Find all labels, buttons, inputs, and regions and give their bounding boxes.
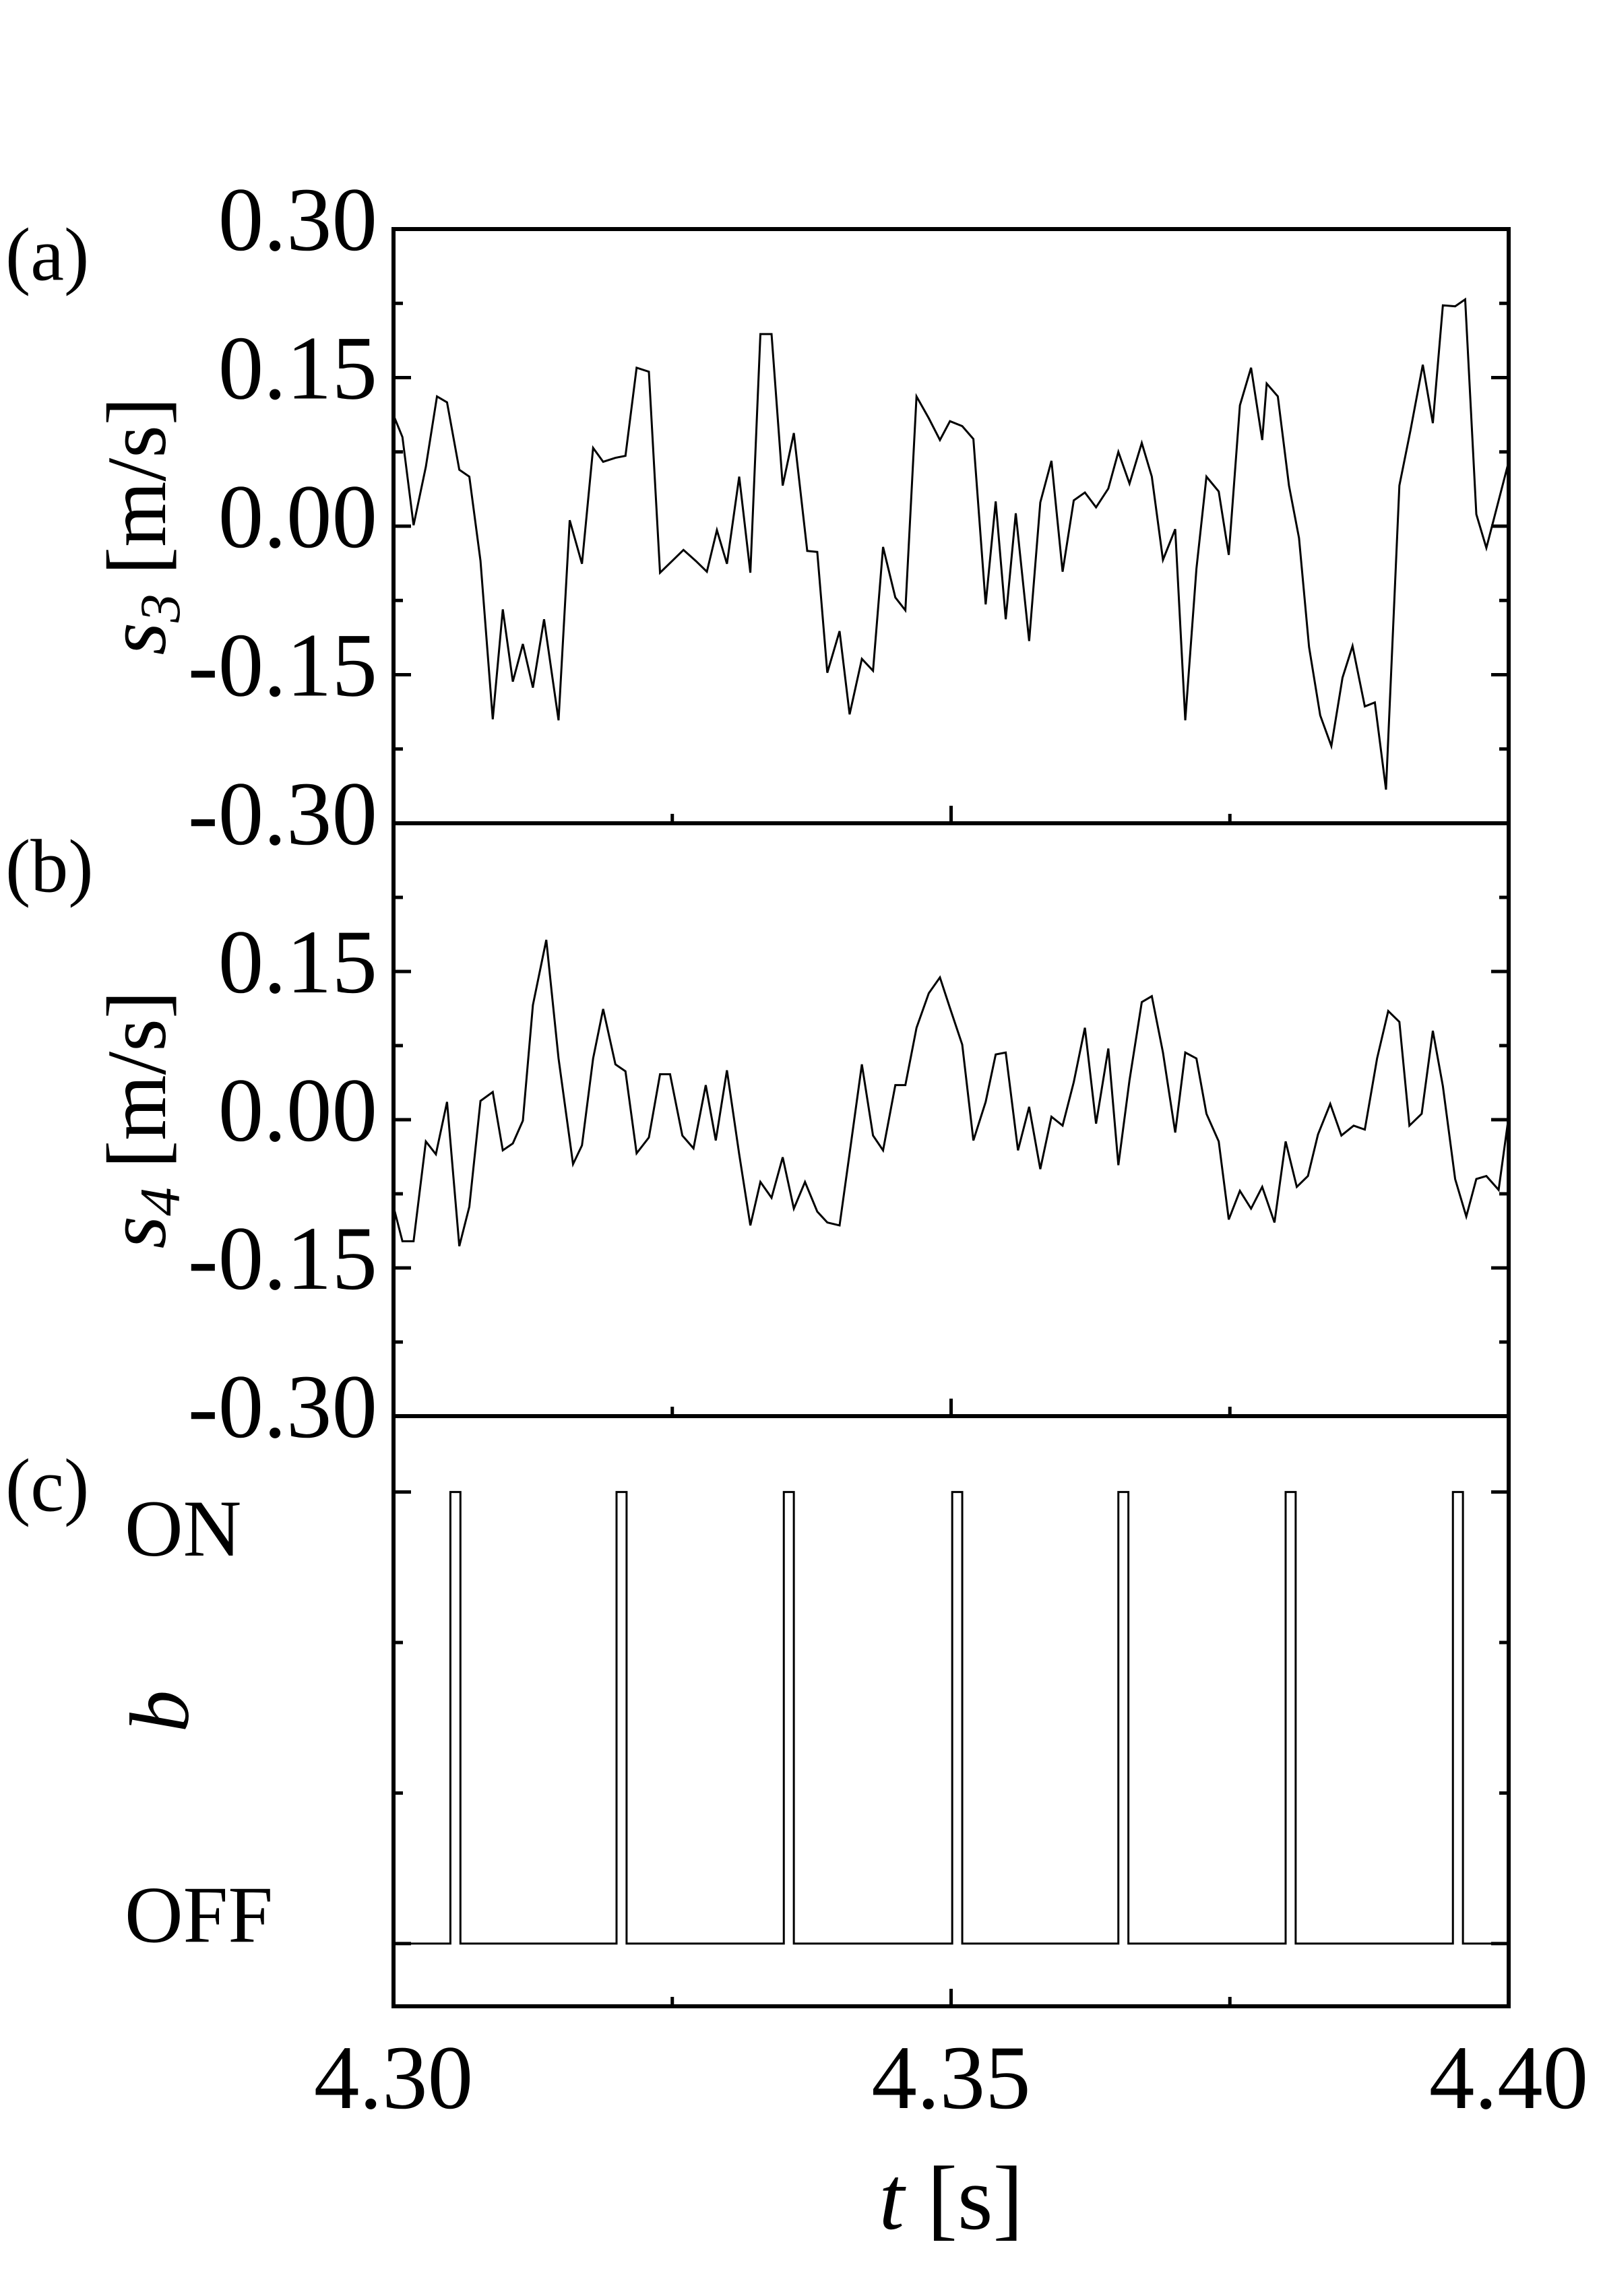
y-axis-label: s3 [m/s] [91, 397, 192, 655]
x-axis-label: t [s] [879, 2148, 1024, 2249]
y-axis-label: b [114, 1690, 207, 1733]
y-label-symbol: s [91, 623, 184, 656]
y-label-symbol: b [114, 1690, 207, 1733]
panel-label: (a) [5, 214, 89, 297]
y-tick-label: 0.15 [218, 318, 377, 418]
y-tick-label: ON [125, 1484, 241, 1573]
y-label-subscript: 3 [129, 594, 192, 623]
plot-frame [391, 1414, 1511, 2008]
y-tick-label: -0.15 [188, 615, 377, 715]
panel-label: (c) [5, 1444, 89, 1528]
y-label-unit: [m/s] [91, 397, 184, 575]
y-tick-label: -0.30 [188, 764, 377, 864]
x-tick-label: 4.35 [871, 2028, 1030, 2128]
x-label-symbol: t [879, 2148, 907, 2249]
data-line [394, 1491, 1509, 1945]
y-tick-label: 0.00 [218, 1060, 377, 1161]
y-label-symbol: s [91, 1216, 184, 1249]
y-tick-label: 0.30 [218, 170, 377, 270]
y-tick-label: -0.30 [188, 1357, 377, 1457]
y-tick-label: 0.15 [218, 912, 377, 1013]
y-label-subscript: 4 [129, 1187, 192, 1216]
x-tick-label: 4.30 [314, 2028, 473, 2128]
y-tick-label: OFF [125, 1870, 273, 1959]
x-label-unit: [s] [927, 2148, 1023, 2249]
data-line [392, 297, 1510, 790]
y-axis-label: s4 [m/s] [91, 990, 192, 1248]
y-tick-label: 0.00 [218, 467, 377, 567]
y-tick-label: -0.15 [188, 1209, 377, 1309]
y-label-unit: [m/s] [91, 990, 184, 1168]
data-line [392, 939, 1510, 1247]
panel-label: (b) [5, 825, 94, 909]
x-tick-label: 4.40 [1429, 2028, 1588, 2128]
